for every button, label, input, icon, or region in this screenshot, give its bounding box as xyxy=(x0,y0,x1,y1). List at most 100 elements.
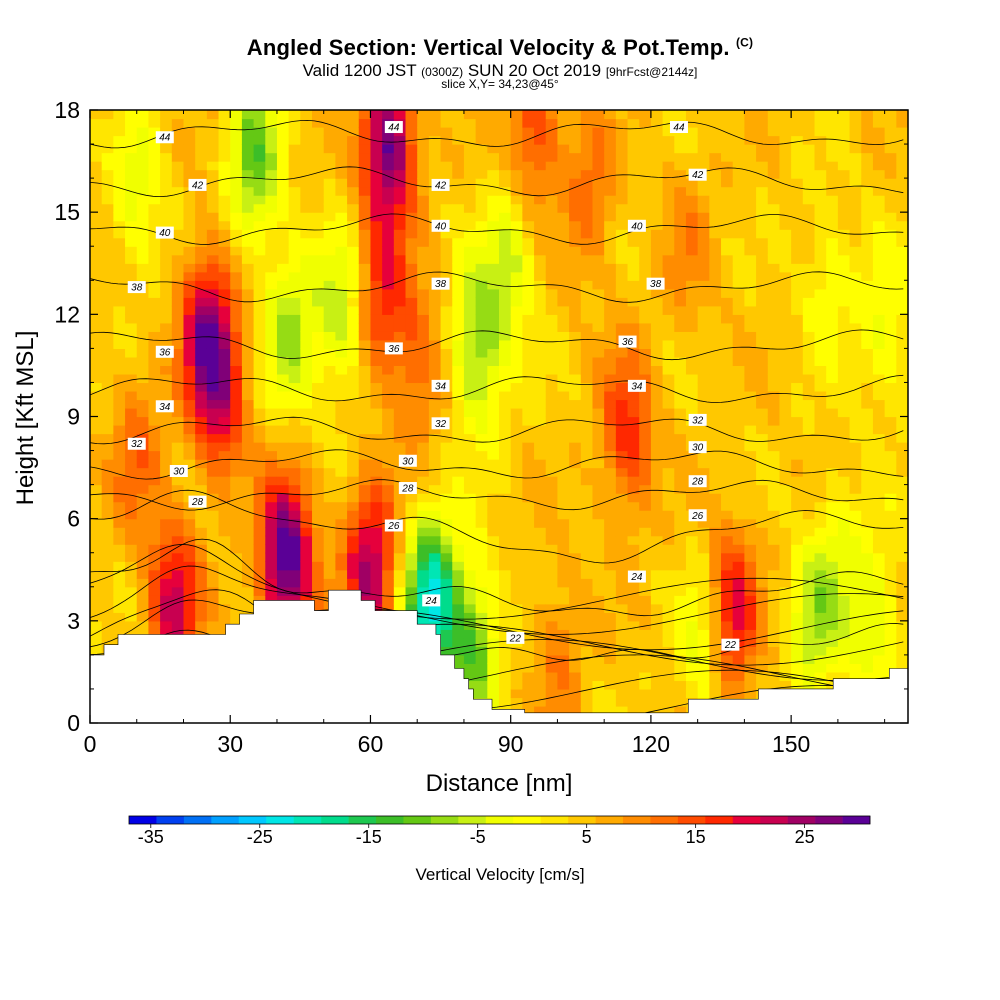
field-cell xyxy=(276,195,290,205)
field-cell xyxy=(452,127,465,137)
field-cell xyxy=(125,510,138,520)
field-cell xyxy=(241,450,255,460)
field-cell xyxy=(721,356,734,367)
field-cell xyxy=(440,271,453,281)
field-cell xyxy=(580,127,594,137)
field-cell xyxy=(276,484,290,494)
field-cell xyxy=(872,390,886,401)
field-cell xyxy=(685,305,699,315)
field-cell xyxy=(861,433,874,443)
field-cell xyxy=(452,399,465,409)
field-cell xyxy=(557,110,570,120)
field-cell xyxy=(195,476,208,486)
field-cell xyxy=(685,161,699,171)
field-cell xyxy=(148,382,161,392)
field-cell xyxy=(732,663,745,673)
field-cell xyxy=(744,339,757,349)
field-cell xyxy=(802,331,816,341)
field-cell xyxy=(276,459,290,469)
field-cell xyxy=(276,288,290,298)
field-cell xyxy=(814,280,827,290)
field-cell xyxy=(592,152,605,162)
field-cell xyxy=(136,425,150,435)
field-cell xyxy=(218,280,231,290)
field-cell xyxy=(849,144,862,154)
field-cell xyxy=(849,671,862,682)
field-cell xyxy=(709,671,722,682)
field-cell xyxy=(510,459,523,469)
field-cell xyxy=(101,280,114,290)
field-cell xyxy=(440,314,453,324)
field-cell xyxy=(382,535,395,545)
field-cell xyxy=(674,705,687,716)
field-cell xyxy=(183,152,196,162)
field-cell xyxy=(463,433,477,443)
field-cell xyxy=(709,339,722,349)
field-cell xyxy=(101,331,114,341)
field-cell xyxy=(709,569,722,579)
field-cell xyxy=(428,365,442,375)
field-cell xyxy=(405,246,418,256)
field-cell xyxy=(534,144,547,154)
field-cell xyxy=(241,254,255,264)
field-cell xyxy=(814,220,827,230)
field-cell xyxy=(580,195,594,205)
field-cell xyxy=(206,561,220,571)
field-cell xyxy=(90,118,103,128)
field-cell xyxy=(113,459,126,469)
field-cell xyxy=(662,654,675,664)
field-cell xyxy=(265,356,278,367)
field-cell xyxy=(697,671,710,682)
field-cell xyxy=(826,501,839,511)
field-cell xyxy=(545,288,559,298)
field-cell xyxy=(452,620,465,630)
field-cell xyxy=(732,339,745,349)
field-cell xyxy=(487,297,500,307)
field-cell xyxy=(218,569,231,579)
field-cell xyxy=(428,518,442,528)
field-cell xyxy=(300,493,313,503)
field-cell xyxy=(323,195,336,205)
field-cell xyxy=(440,595,453,605)
field-cell xyxy=(417,501,430,511)
field-cell xyxy=(522,382,535,392)
field-cell xyxy=(685,390,699,401)
field-cell xyxy=(884,595,897,605)
field-cell xyxy=(557,186,570,196)
field-cell xyxy=(463,339,477,349)
field-cell xyxy=(335,254,348,264)
field-cell xyxy=(335,535,348,545)
field-cell xyxy=(160,552,173,562)
field-cell xyxy=(241,493,255,503)
field-cell xyxy=(837,586,851,596)
field-cell xyxy=(183,552,196,562)
field-cell xyxy=(627,237,640,247)
field-cell xyxy=(452,373,465,384)
field-cell xyxy=(557,169,570,179)
field-cell xyxy=(253,135,266,145)
field-cell xyxy=(206,416,220,426)
field-cell xyxy=(744,476,757,486)
field-cell xyxy=(335,220,348,230)
field-cell xyxy=(136,561,150,571)
field-cell xyxy=(148,178,161,188)
field-cell xyxy=(510,110,523,120)
field-cell xyxy=(615,110,629,120)
field-cell xyxy=(206,493,220,503)
field-cell xyxy=(615,425,629,435)
field-cell xyxy=(323,254,336,264)
field-cell xyxy=(499,467,512,477)
field-cell xyxy=(148,254,161,264)
field-cell xyxy=(791,220,804,230)
field-cell xyxy=(253,578,266,588)
field-cell xyxy=(463,416,477,426)
field-cell xyxy=(802,322,816,332)
field-cell xyxy=(557,297,570,307)
field-cell xyxy=(195,390,208,401)
field-cell xyxy=(837,195,851,205)
field-cell xyxy=(884,510,897,520)
field-cell xyxy=(475,220,488,230)
field-cell xyxy=(522,246,535,256)
field-cell xyxy=(171,484,185,494)
field-cell xyxy=(300,595,313,605)
